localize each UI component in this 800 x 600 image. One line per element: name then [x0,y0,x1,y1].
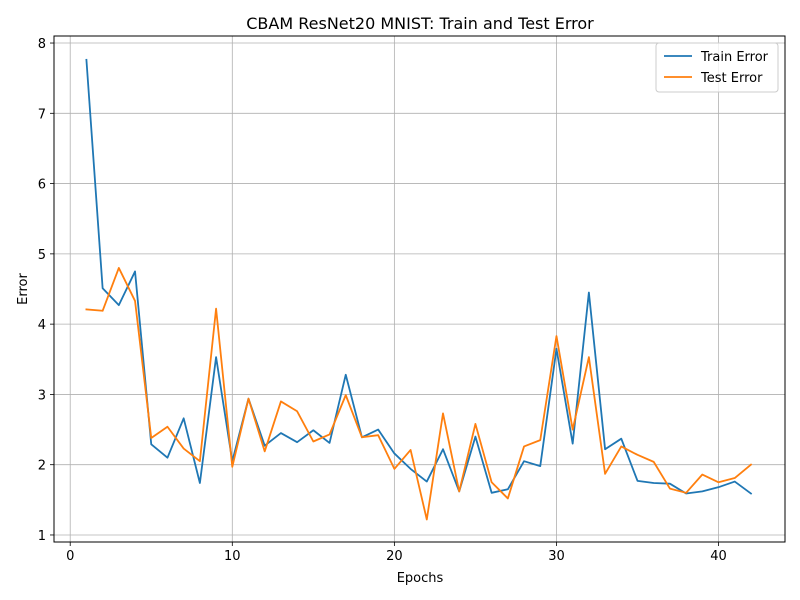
grid [54,36,785,542]
y-axis-label: Error [16,273,31,305]
chart-title: CBAM ResNet20 MNIST: Train and Test Erro… [246,14,594,33]
x-tick-label: 40 [710,549,727,564]
plot-frame [53,35,786,543]
legend-train-label: Train Error [700,50,769,65]
x-axis-ticks: 0 10 20 30 40 [66,542,727,564]
x-tick-label: 20 [386,549,403,564]
y-tick-label: 4 [38,318,46,333]
x-tick-label: 0 [66,549,74,564]
y-tick-label: 6 [38,178,46,193]
legend: Train Error Test Error [655,42,779,93]
test-error-line [85,267,753,521]
y-tick-label: 8 [38,37,46,52]
legend-test-label: Test Error [700,71,763,86]
series-layer [85,58,753,521]
x-axis-label: Epochs [397,571,444,586]
y-tick-label: 7 [38,107,46,122]
x-tick-label: 10 [224,549,241,564]
train-error-line [85,58,753,495]
y-tick-label: 1 [38,529,46,544]
y-tick-label: 3 [38,388,46,403]
y-tick-label: 5 [38,248,46,263]
y-tick-label: 2 [38,459,46,474]
x-tick-label: 30 [548,549,565,564]
y-axis-ticks: 1 2 3 4 5 6 7 8 [38,37,54,544]
